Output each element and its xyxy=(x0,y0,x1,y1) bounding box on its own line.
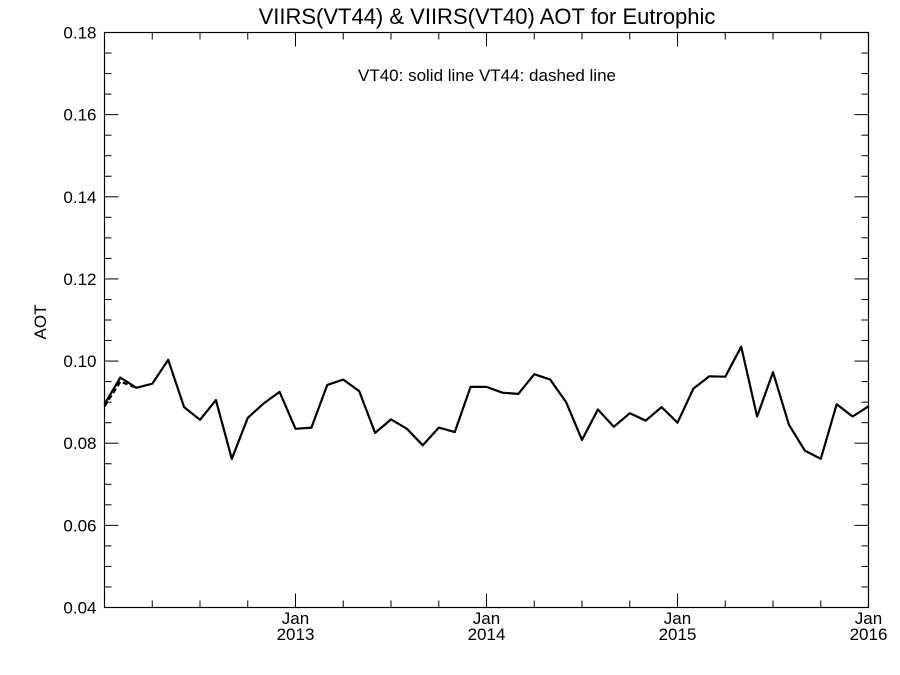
series-line-vt44 xyxy=(103,380,137,407)
x-tick-label-year: 2016 xyxy=(850,625,888,644)
data-series xyxy=(103,345,870,460)
x-tick-label-month: Jan xyxy=(282,609,309,628)
plot-frame xyxy=(103,31,870,609)
y-tick-label: 0.18 xyxy=(63,24,96,43)
chart-title: VIIRS(VT44) & VIIRS(VT40) AOT for Eutrop… xyxy=(259,4,716,29)
series-line-vt40 xyxy=(103,345,870,460)
x-tick-label-month: Jan xyxy=(855,609,882,628)
x-tick-label-year: 2013 xyxy=(277,625,315,644)
y-axis-label: AOT xyxy=(31,305,50,340)
y-tick-label: 0.06 xyxy=(63,516,96,535)
y-tick-labels: 0.04 0.06 0.08 0.10 0.12 0.14 0.16 0.18 xyxy=(63,24,96,618)
y-tick-label: 0.12 xyxy=(63,270,96,289)
y-tick-label: 0.14 xyxy=(63,188,96,207)
y-tick-label: 0.16 xyxy=(63,106,96,125)
line-style-annotation: VT40: solid line VT44: dashed line xyxy=(358,66,616,85)
axis-ticks xyxy=(104,32,869,608)
y-tick-label: 0.08 xyxy=(63,434,96,453)
x-tick-label-year: 2015 xyxy=(659,625,697,644)
y-tick-label: 0.10 xyxy=(63,352,96,371)
y-tick-label: 0.04 xyxy=(63,599,96,618)
x-tick-label-month: Jan xyxy=(664,609,691,628)
x-tick-label-month: Jan xyxy=(473,609,500,628)
x-tick-label-year: 2014 xyxy=(468,625,506,644)
